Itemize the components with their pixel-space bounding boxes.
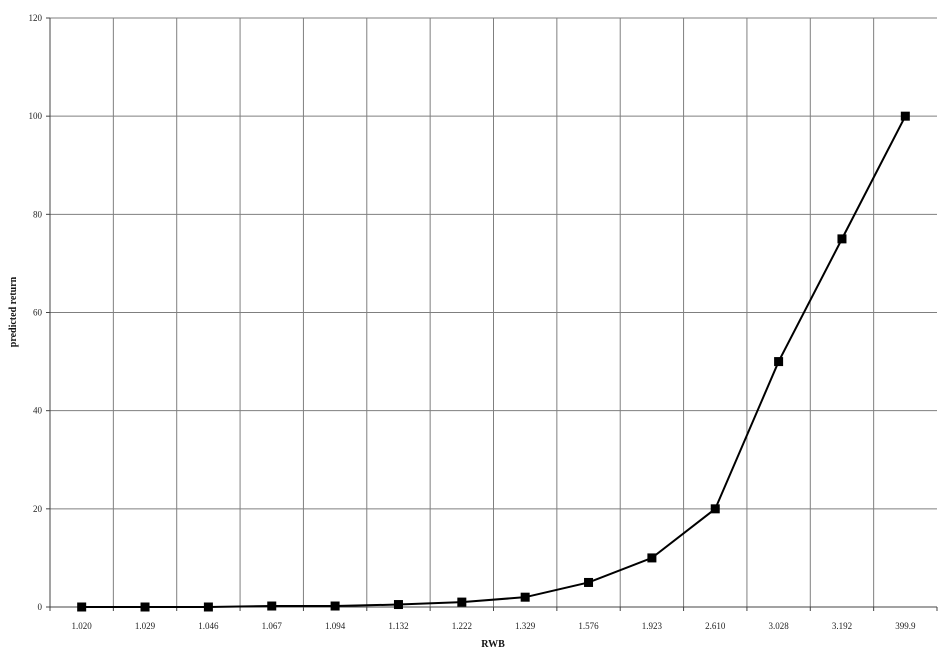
series-line xyxy=(81,115,907,608)
y-axis-title: predicted return xyxy=(8,276,19,347)
y-tick-label: 0 xyxy=(38,602,43,612)
x-tick-label: 1.923 xyxy=(642,621,663,631)
data-point xyxy=(267,601,277,611)
data-point xyxy=(520,592,530,602)
gridlines xyxy=(50,17,937,608)
data-point xyxy=(900,111,910,121)
x-axis-title: RWB xyxy=(481,639,505,650)
data-point xyxy=(393,600,403,610)
data-point xyxy=(584,577,594,587)
data-point xyxy=(330,601,340,611)
y-tick-label: 60 xyxy=(33,308,43,318)
x-tick-label: 399.9 xyxy=(895,621,916,631)
x-tick-label: 1.094 xyxy=(325,621,346,631)
x-tick-label: 1.029 xyxy=(135,621,156,631)
x-tick-label: 1.329 xyxy=(515,621,536,631)
data-point xyxy=(140,602,150,612)
data-point xyxy=(457,597,467,607)
y-tick-label: 80 xyxy=(33,209,43,219)
y-tick-label: 20 xyxy=(33,504,43,514)
x-tick-label: 1.132 xyxy=(388,621,408,631)
x-tick-label: 3.028 xyxy=(768,621,789,631)
x-tick-label: 1.576 xyxy=(578,621,599,631)
x-tick-label: 1.222 xyxy=(452,621,472,631)
x-tick-label: 3.192 xyxy=(832,621,852,631)
data-point xyxy=(647,553,657,563)
data-point xyxy=(710,504,720,514)
x-tick-label: 1.020 xyxy=(72,621,93,631)
y-tick-label: 120 xyxy=(29,13,43,23)
y-tick-label: 100 xyxy=(29,111,43,121)
data-point xyxy=(77,602,87,612)
series xyxy=(77,111,910,612)
data-point xyxy=(774,357,784,367)
tick-labels: 0 20 40 60 80 100 120 1.020 1.029 1.046 1.067 1.094… xyxy=(29,13,916,631)
data-point xyxy=(203,602,213,612)
x-tick-label: 1.046 xyxy=(198,621,219,631)
y-tick-label: 40 xyxy=(33,406,43,416)
x-tick-label: 1.067 xyxy=(262,621,283,631)
x-tick-label: 2.610 xyxy=(705,621,726,631)
data-point xyxy=(837,234,847,244)
